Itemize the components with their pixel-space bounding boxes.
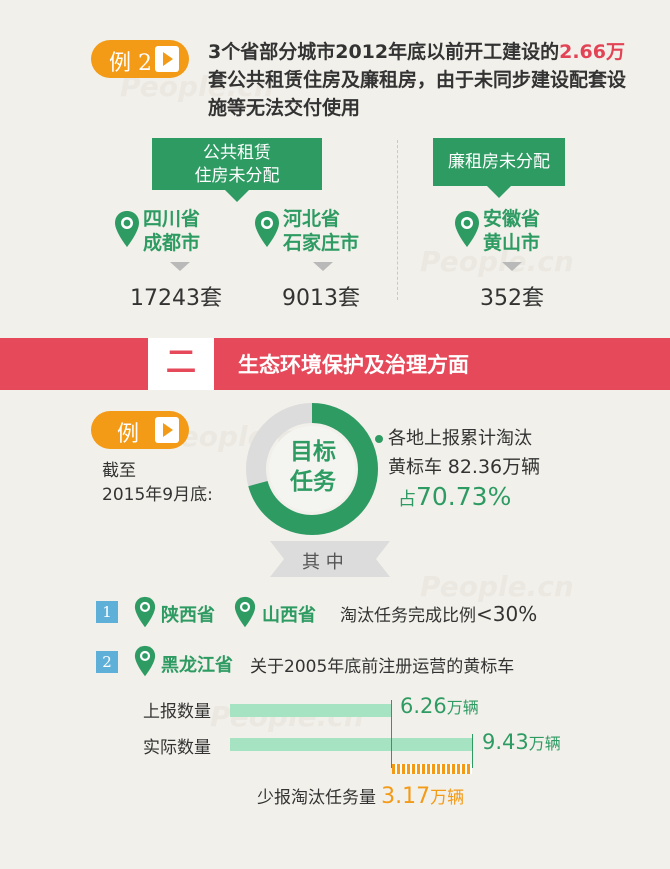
item-number-badge: 2 xyxy=(96,651,118,673)
gap-hatch-bar xyxy=(391,764,472,774)
down-arrow-icon xyxy=(170,262,190,271)
target-label-line1: 目标 xyxy=(290,439,336,465)
section-number: 二 xyxy=(148,338,214,390)
down-arrow-icon xyxy=(502,262,522,271)
share-value: 70.73% xyxy=(416,482,512,511)
unit-count: 352套 xyxy=(480,286,544,311)
green-dot xyxy=(375,435,383,443)
unit-count: 9013套 xyxy=(282,286,360,311)
item-number-badge: 1 xyxy=(96,601,118,623)
bar-end-marker xyxy=(472,734,473,768)
bar-value-number: 6.26 xyxy=(400,694,447,718)
actual-quantity-bar xyxy=(230,738,472,751)
gap-label: 少报淘汰任务量 xyxy=(257,788,376,808)
location-pin-icon xyxy=(254,210,280,248)
gap-text: 少报淘汰任务量 3.17万辆 xyxy=(257,783,464,809)
bar-end-marker xyxy=(390,700,392,768)
location-pin-icon xyxy=(454,210,480,248)
location-pin-icon xyxy=(234,596,256,628)
example-tag: 例 xyxy=(91,411,189,449)
bar-label: 实际数量 xyxy=(143,738,211,758)
qizhong-label: 其 中 xyxy=(302,552,344,573)
report-line1: 各地上报累计淘汰 xyxy=(388,428,532,449)
city-label: 四川省 成都市 xyxy=(143,207,200,255)
unit-count: 17243套 xyxy=(130,286,222,311)
share-prefix: 占 xyxy=(398,489,416,510)
report-line2-value: 82.36万辆 xyxy=(447,456,541,478)
city-name: 黄山市 xyxy=(483,232,541,254)
province-name: 河北省 xyxy=(283,208,341,230)
target-label: 目标 任务 xyxy=(285,437,341,497)
bar-value-unit: 万辆 xyxy=(528,734,561,753)
watermark: People.cn xyxy=(420,570,574,603)
location-pin-icon xyxy=(134,596,156,628)
gap-value: 3.17 xyxy=(381,784,431,809)
report-text: 各地上报累计淘汰 黄标车 82.36万辆 xyxy=(388,424,540,482)
cutoff-date-line2: 2015年9月底: xyxy=(102,485,213,505)
progress-arc xyxy=(246,403,378,535)
play-arrow-icon xyxy=(155,417,179,443)
qizhong-label-box: 其 中 xyxy=(270,541,390,577)
headline-text: 3个省部分城市2012年底以前开工建设的 xyxy=(208,41,560,63)
cutoff-date: 截至 2015年9月底: xyxy=(102,459,213,507)
city-label: 河北省 石家庄市 xyxy=(283,207,359,255)
bar-value-unit: 万辆 xyxy=(446,698,479,717)
share-text: 占70.73% xyxy=(398,482,511,511)
public-rental-label-box: 公共租赁 住房未分配 xyxy=(152,138,322,202)
bar-value: 9.43万辆 xyxy=(482,730,561,754)
gap-unit: 万辆 xyxy=(430,788,465,808)
city-label: 安徽省 黄山市 xyxy=(483,207,540,255)
completion-text: 淘汰任务完成比例<30% xyxy=(340,601,537,626)
city-name: 石家庄市 xyxy=(283,232,360,254)
public-rental-label-line2: 住房未分配 xyxy=(194,166,280,186)
city-name: 成都市 xyxy=(143,232,201,254)
report-line2-prefix: 黄标车 xyxy=(388,457,442,478)
example-2-tag: 例 2 xyxy=(91,40,189,78)
completion-label: 淘汰任务完成比例 xyxy=(340,606,476,626)
location-pin-icon xyxy=(114,210,140,248)
province-name: 山西省 xyxy=(262,605,316,626)
low-rent-label-box: 廉租房未分配 xyxy=(433,138,565,198)
section-title: 生态环境保护及治理方面 xyxy=(238,353,469,377)
province-name: 四川省 xyxy=(143,208,201,230)
example-2-headline: 3个省部分城市2012年底以前开工建设的2.66万套公共租赁住房及廉租房，由于未… xyxy=(208,38,628,122)
public-rental-label-line1: 公共租赁 xyxy=(203,143,271,163)
example-2-tag-label: 例 2 xyxy=(109,51,152,76)
province-name: 黑龙江省 xyxy=(161,655,233,676)
low-rent-label: 廉租房未分配 xyxy=(448,152,550,172)
cutoff-date-line1: 截至 xyxy=(102,461,136,481)
headline-highlight: 2.66万 xyxy=(559,41,625,63)
example-tag-label: 例 xyxy=(117,422,140,447)
province-name: 安徽省 xyxy=(483,208,541,230)
headline-text-rest: 套公共租赁住房及廉租房，由于未同步建设配套设施等无法交付使用 xyxy=(208,69,627,119)
location-pin-icon xyxy=(134,645,156,677)
section-banner xyxy=(0,338,670,390)
divider xyxy=(397,140,398,300)
bar-value: 6.26万辆 xyxy=(400,694,479,718)
reported-quantity-bar xyxy=(230,704,391,717)
bar-value-number: 9.43 xyxy=(482,730,529,754)
vehicle-registration-text: 关于2005年底前注册运营的黄标车 xyxy=(250,657,515,677)
target-label-line2: 任务 xyxy=(290,469,336,495)
target-progress-ring xyxy=(243,400,381,538)
province-name: 陕西省 xyxy=(161,605,215,626)
completion-value: <30% xyxy=(476,602,538,626)
bar-label: 上报数量 xyxy=(143,702,211,722)
watermark: People.cn xyxy=(420,245,574,278)
down-arrow-icon xyxy=(313,262,333,271)
play-arrow-icon xyxy=(155,46,179,72)
